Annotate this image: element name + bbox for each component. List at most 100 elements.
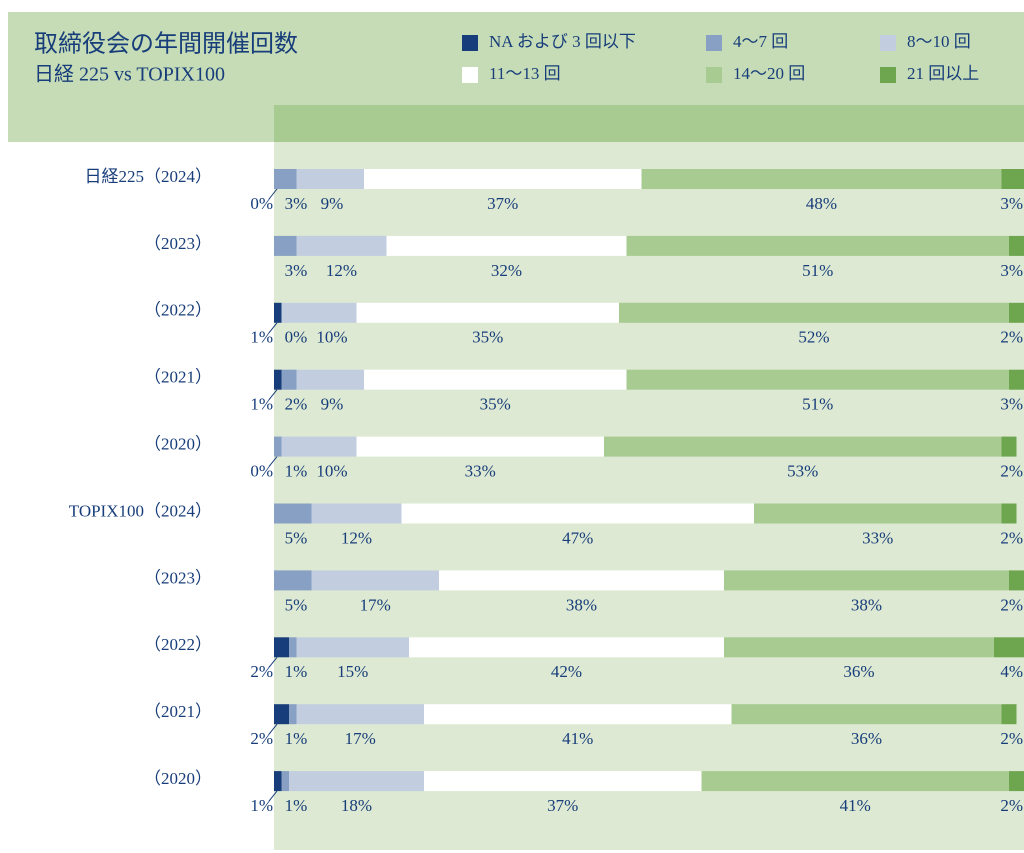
category-label: （2023） [144,234,212,253]
bar-segment [274,436,282,457]
value-label: 48% [806,194,837,213]
value-label: 5% [285,528,308,547]
leader-line [268,456,278,467]
leader-line [268,656,278,668]
legend-label: 14～20 回 [733,64,805,83]
value-label: 2% [250,729,273,748]
category-label: （2021） [144,368,212,387]
value-label: 41% [562,729,593,748]
bar-segment [281,436,357,457]
bar-segment [274,570,312,591]
bar-segment [1009,302,1024,323]
bar-segment [356,302,619,323]
bar-segment [364,369,627,390]
value-label: 10% [316,328,347,347]
bar-segment [281,771,289,792]
value-label: 0% [250,194,273,213]
legend-swatch [462,67,478,83]
category-label: （2020） [144,769,212,788]
bar-segment [296,637,409,658]
value-label: 53% [787,462,818,481]
bar-segment [994,637,1024,658]
category-label: TOPIX100（2024） [69,501,212,520]
bar-segment [754,503,1002,524]
value-label: 37% [487,194,518,213]
category-label: （2023） [144,568,212,587]
leader-line [268,790,278,802]
bar-segment [439,570,724,591]
value-label: 9% [321,194,344,213]
leader-line [268,322,278,334]
value-label: 38% [566,595,597,614]
value-label: 1% [285,462,308,481]
bar-segment [311,570,439,591]
bar-segment [724,570,1009,591]
bar-segment [604,436,1002,457]
value-label: 10% [316,462,347,481]
value-label: 5% [285,595,308,614]
value-label: 3% [285,194,308,213]
bar-segment [1009,771,1024,792]
value-label: 1% [285,796,308,815]
value-label: 4% [1000,662,1023,681]
bar-segment [731,704,1002,725]
value-label: 1% [250,395,273,414]
leader-line [268,188,278,200]
value-label: 1% [285,662,308,681]
value-label: 36% [851,729,882,748]
value-label: 42% [551,662,582,681]
bar-segment [1009,570,1024,591]
value-label: 3% [1000,395,1023,414]
value-label: 35% [472,328,503,347]
bar-segment [409,637,724,658]
value-label: 2% [1000,528,1023,547]
value-label: 2% [1000,328,1023,347]
legend-label: 21 回以上 [907,64,979,83]
legend-label: NA および 3 回以下 [489,32,636,51]
value-label: 51% [802,395,833,414]
bar-segment [281,302,357,323]
legend-label: 11～13 回 [489,64,561,83]
value-label: 33% [862,528,893,547]
bar-segment [289,704,297,725]
bar-segment [281,369,297,390]
value-label: 0% [250,462,273,481]
category-label: 日経225（2024） [85,167,213,186]
bar-segment [296,704,424,725]
bar-segment [1009,369,1024,390]
bar-segment [1001,169,1024,189]
value-label: 2% [1000,796,1023,815]
value-label: 36% [843,662,874,681]
value-label: 47% [562,528,593,547]
value-label: 3% [1000,261,1023,280]
bar-segment [386,235,627,256]
plot-area [274,142,1024,850]
legend-swatch [880,35,896,51]
legend-label: 4～7 回 [733,32,788,51]
bar-segment [311,503,402,524]
header-strip [274,105,1024,142]
bar-segment [724,637,994,658]
value-label: 1% [250,796,273,815]
value-label: 17% [360,595,391,614]
value-label: 2% [1000,729,1023,748]
value-label: 1% [285,729,308,748]
bar-segment [274,503,312,524]
value-label: 2% [1000,462,1023,481]
value-label: 0% [285,328,308,347]
category-label: （2020） [144,435,212,454]
bar-segment [274,169,297,189]
leader-line [268,723,278,735]
bar-segment [296,369,364,390]
bar-segment [1009,235,1024,256]
legend-swatch [462,35,478,51]
bar-segment [364,169,642,189]
bar-segment [274,235,297,256]
value-label: 3% [1000,194,1023,213]
value-label: 52% [798,328,829,347]
value-label: 35% [480,395,511,414]
value-label: 37% [547,796,578,815]
bar-segment [274,637,289,658]
bar-segment [274,704,289,725]
bar-segment [296,235,387,256]
